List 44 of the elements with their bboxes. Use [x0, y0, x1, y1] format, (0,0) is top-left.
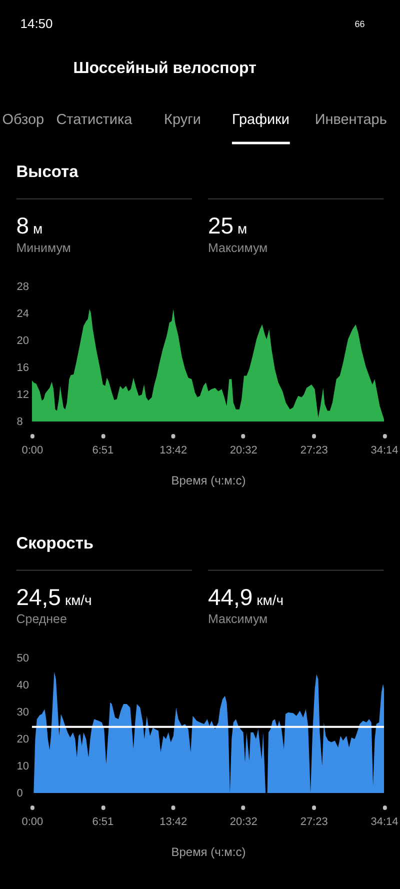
text: Минимум [16, 240, 71, 255]
text: Обзор [2, 112, 44, 128]
y-tick-label: 50 [16, 652, 29, 665]
y-tick-label: 24 [16, 308, 29, 320]
x-tick-label: 27:23 [300, 816, 328, 828]
x-axis-title: Время (ч:м:с) [171, 844, 246, 859]
text: Графики [232, 112, 290, 128]
text: 25 м [208, 212, 248, 238]
x-tick-label: 20:32 [230, 816, 258, 828]
text: 8 м [16, 212, 43, 238]
y-tick-label: 28 [16, 281, 29, 294]
x-axis-title: Время (ч:м:с) [171, 473, 246, 488]
x-tick-label: 27:23 [300, 444, 328, 456]
x-tick-label: 13:42 [160, 444, 188, 456]
y-tick-label: 30 [16, 706, 29, 719]
text: 14:50 [20, 16, 53, 32]
chart-title: Высота [16, 162, 80, 181]
chart-title: Скорость [16, 534, 94, 552]
text: Круги [164, 112, 201, 128]
x-tick-label: 34:14 [370, 444, 398, 456]
x-tick-label: 20:32 [230, 444, 258, 456]
y-tick-label: 16 [16, 362, 29, 374]
text: Максимум [208, 612, 268, 626]
x-tick-label: 6:51 [92, 444, 114, 456]
y-tick-label: 12 [16, 389, 29, 402]
text: Максимум [208, 240, 268, 255]
x-tick-label: 34:14 [370, 816, 398, 828]
x-tick-label: 13:42 [160, 816, 188, 828]
text: Среднее [16, 612, 67, 626]
text: Шоссейный велоспорт [73, 60, 257, 78]
y-tick-label: 0 [16, 787, 23, 800]
text: 24,5 км/ч [16, 584, 92, 610]
x-tick-label: 6:51 [92, 816, 114, 828]
x-tick-label: 0:00 [22, 816, 44, 828]
y-tick-label: 20 [16, 734, 29, 746]
y-tick-label: 40 [16, 680, 29, 692]
y-tick-label: 20 [16, 335, 29, 348]
text: 44,9 км/ч [208, 584, 284, 610]
text: Инвентарь [314, 112, 387, 128]
y-tick-label: 10 [16, 760, 29, 773]
text: Статистика [56, 112, 134, 128]
x-tick-label: 0:00 [22, 444, 44, 456]
text: 66 [354, 19, 365, 30]
y-tick-label: 8 [16, 416, 23, 428]
